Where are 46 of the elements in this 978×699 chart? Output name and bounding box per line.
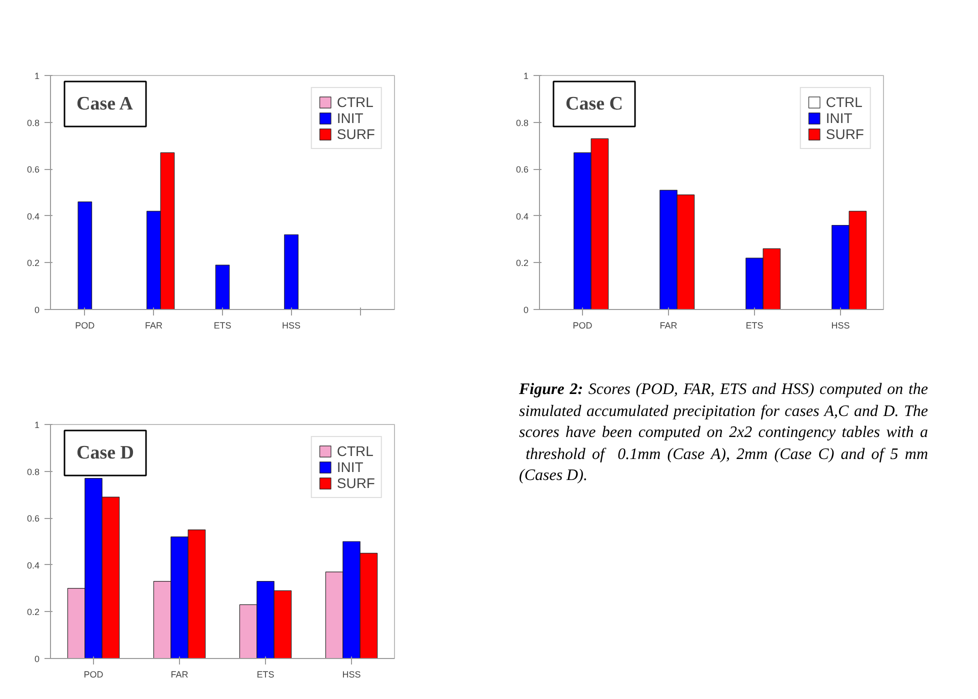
legend-label: CTRL bbox=[336, 94, 374, 110]
x-tick-label: POD bbox=[572, 320, 593, 330]
annotation: Case C bbox=[566, 94, 624, 114]
y-tick-label: 0 bbox=[34, 305, 40, 315]
y-tick-label: 0.4 bbox=[26, 560, 40, 570]
legend-label: SURF bbox=[336, 126, 375, 142]
x-tick-label: FAR bbox=[170, 670, 189, 680]
x-tick-label: HSS bbox=[831, 320, 850, 330]
y-tick-label: 0.2 bbox=[26, 607, 40, 618]
legend-label: SURF bbox=[826, 126, 864, 142]
y-tick-label: 0.8 bbox=[516, 118, 529, 128]
annotation: Case A bbox=[76, 94, 134, 114]
legend-label: INIT bbox=[826, 110, 852, 126]
y-tick-label: 0.4 bbox=[516, 211, 529, 222]
bar bbox=[215, 264, 230, 310]
x-tick-label: FAR bbox=[660, 320, 678, 330]
x-tick-label: FAR bbox=[144, 320, 163, 330]
legend-label: CTRL bbox=[336, 443, 374, 459]
caption: Figure 2: bbox=[519, 381, 584, 398]
annotation: Case D bbox=[76, 442, 134, 464]
x-tick-label: HSS bbox=[282, 320, 301, 330]
y-tick-label: 1 bbox=[34, 420, 40, 430]
y-tick-label: 0.6 bbox=[26, 514, 40, 524]
y-tick-label: 0.6 bbox=[516, 164, 529, 175]
legend-label: SURF bbox=[336, 475, 375, 491]
x-tick-label: ETS bbox=[214, 320, 232, 330]
y-tick-label: 0.6 bbox=[26, 164, 40, 175]
y-tick-label: 0.2 bbox=[516, 258, 529, 268]
legend-label: INIT bbox=[336, 110, 364, 126]
y-tick-label: 0.2 bbox=[26, 258, 40, 268]
x-tick-label: HSS bbox=[342, 670, 361, 680]
legend-label: CTRL bbox=[826, 94, 862, 110]
bar bbox=[78, 202, 92, 310]
y-tick-label: 0.8 bbox=[26, 466, 40, 477]
x-tick-label: ETS bbox=[256, 670, 274, 680]
x-tick-label: POD bbox=[84, 670, 104, 680]
x-tick-label: ETS bbox=[746, 320, 764, 330]
y-tick-label: 1 bbox=[523, 71, 529, 81]
y-tick-label: 0 bbox=[523, 305, 529, 315]
y-tick-label: 0.4 bbox=[26, 211, 40, 222]
legend-label: INIT bbox=[336, 459, 364, 475]
y-tick-label: 0 bbox=[34, 654, 40, 664]
y-tick-label: 1 bbox=[34, 71, 40, 81]
bar bbox=[284, 234, 298, 310]
y-tick-label: 0.8 bbox=[26, 118, 40, 128]
x-tick-label: POD bbox=[75, 320, 96, 330]
